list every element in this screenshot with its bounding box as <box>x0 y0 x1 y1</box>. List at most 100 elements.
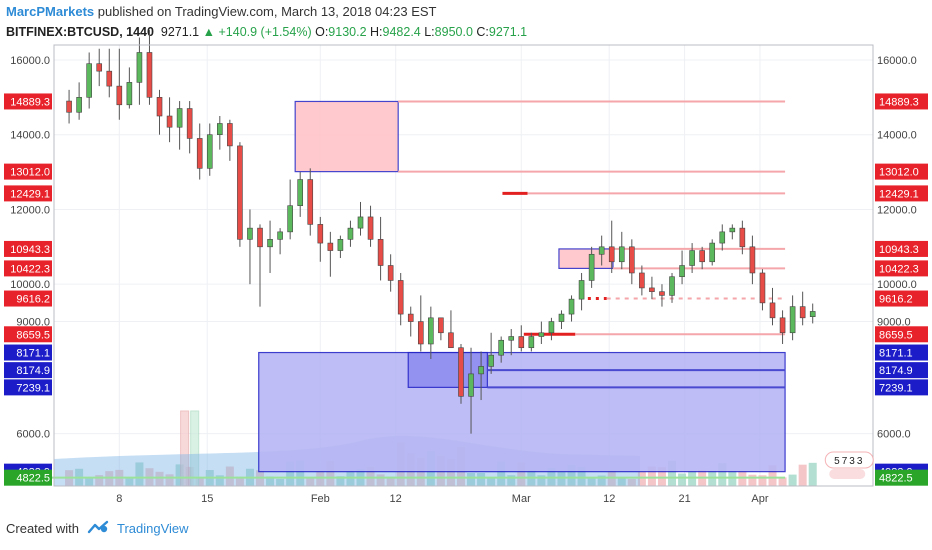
candle-body <box>247 227 253 240</box>
candle-body <box>538 332 545 337</box>
volume-bar <box>768 465 777 486</box>
volume-bar <box>155 471 164 486</box>
x-tick-label: 12 <box>390 493 402 505</box>
open-value: 9130.2 <box>328 25 367 39</box>
price-tag-right-label: 8659.5 <box>879 329 913 341</box>
zones <box>258 100 786 473</box>
candle-body <box>488 354 494 367</box>
price-tag-right <box>875 362 928 379</box>
candle-body <box>307 179 314 225</box>
volume-bar <box>718 463 727 486</box>
volume-bar <box>597 475 606 486</box>
candle-body <box>679 265 685 278</box>
price-tag-left-label: 4822.5 <box>16 473 50 485</box>
price-change: +140.9 (+1.54%) <box>218 25 312 39</box>
candle-body <box>186 108 193 139</box>
candle-body <box>267 239 273 248</box>
volume-bar <box>165 474 174 486</box>
price-tag-right <box>875 379 928 396</box>
candle-body <box>749 246 756 274</box>
candle-body <box>237 145 243 240</box>
volume-bar <box>577 466 586 486</box>
candle-body <box>277 231 283 240</box>
candle-body <box>217 123 223 135</box>
price-tag-left-label: 14889.3 <box>10 96 50 108</box>
y-tick-label-right: 10000.0 <box>877 279 917 291</box>
price-tag-right <box>875 290 928 307</box>
candle-body <box>297 179 304 207</box>
candle-body <box>649 287 655 292</box>
tradingview-logo-icon[interactable] <box>87 520 109 537</box>
volume-bar <box>326 460 335 486</box>
candle-body <box>86 63 92 98</box>
volume-bar <box>617 478 626 486</box>
volume-bar <box>748 474 757 486</box>
price-tag-left <box>4 344 52 361</box>
price-tag-right-label: 8171.1 <box>879 348 913 360</box>
price-tag-right <box>875 260 928 277</box>
price-tag-left-label: 8174.9 <box>16 365 50 377</box>
candle-body <box>769 302 776 319</box>
candle-body <box>196 138 203 169</box>
price-tag-right <box>875 240 928 257</box>
candle-body <box>759 272 766 304</box>
candle-body <box>618 246 625 263</box>
price-tag-left-label: 10943.3 <box>10 244 50 256</box>
author-link[interactable]: MarcPMarkets <box>6 4 95 19</box>
demand-zone-large <box>258 351 786 473</box>
symbol-name[interactable]: BITFINEX:BTCUSD, 1440 <box>6 25 154 39</box>
volume-bar <box>85 477 94 486</box>
price-tag-left <box>4 163 52 180</box>
high-value: 9482.4 <box>382 25 421 39</box>
watermark-label: 5733 <box>834 456 864 467</box>
high-label: H: <box>370 25 383 39</box>
price-tag-left <box>4 379 52 396</box>
level-lines <box>18 100 786 479</box>
price-tag-right-label: 7239.1 <box>879 382 913 394</box>
volume-bar <box>668 460 677 486</box>
volume-bar <box>567 464 576 486</box>
candle-body <box>166 115 173 128</box>
price-tag-left <box>4 93 52 110</box>
candle-body <box>337 239 344 251</box>
close-value: 9271.1 <box>488 25 528 39</box>
candle-body <box>608 246 615 263</box>
tradingview-link[interactable]: TradingView <box>116 521 189 536</box>
volume-bar <box>286 461 295 486</box>
volume-bar <box>637 471 646 486</box>
volume-bar <box>557 471 566 486</box>
y-tick-label-left: 14000.0 <box>10 130 50 142</box>
volume-bar <box>788 474 797 486</box>
y-tick-label-left: 10000.0 <box>10 279 50 291</box>
volume-bar <box>487 478 496 486</box>
candle-body <box>598 246 605 255</box>
candle-body <box>96 63 103 72</box>
price-tag-left <box>4 260 52 277</box>
symbol-legend: BITFINEX:BTCUSD, 1440 9271.1 ▲ +140.9 (+… <box>6 25 527 39</box>
price-tag-left <box>4 185 52 202</box>
candle-body <box>407 313 414 322</box>
price-tag-right-label: 12429.1 <box>879 188 919 200</box>
volume-bar <box>296 460 305 486</box>
footer: Created with TradingView <box>6 520 189 537</box>
volume-bar <box>537 475 546 486</box>
supply-zone-mid <box>558 248 614 270</box>
volume-bar <box>647 466 656 486</box>
volume-bar <box>175 464 184 486</box>
price-tag-right-label: 10943.3 <box>879 244 919 256</box>
candle-body <box>498 339 504 356</box>
x-tick-label: 12 <box>603 493 615 505</box>
volume-bar <box>497 461 506 486</box>
candle-body <box>699 250 705 263</box>
price-tag-right <box>875 93 928 110</box>
price-tag-left-label: 8659.5 <box>16 329 50 341</box>
candle-body <box>568 298 575 315</box>
candle-body <box>558 313 565 322</box>
y-tick-label-left: 16000.0 <box>10 55 50 67</box>
open-label: O: <box>315 25 329 39</box>
price-tags: 14889.3 14889.3 13012.0 13012.0 12429.1 12429… <box>4 93 928 486</box>
candle-body <box>227 123 233 147</box>
y-tick-label-left: 6000.0 <box>16 429 50 441</box>
x-tick-label: Mar <box>512 493 531 505</box>
